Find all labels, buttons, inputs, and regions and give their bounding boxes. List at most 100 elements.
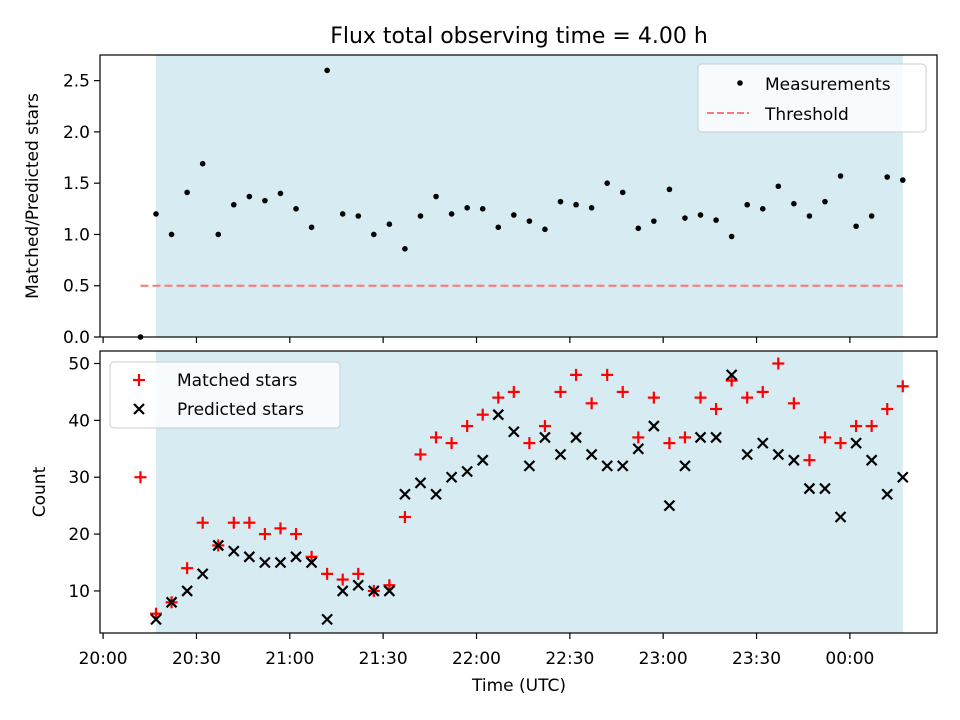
matched-star-point <box>274 522 287 535</box>
matched-star-point <box>694 391 707 404</box>
matched-star-point <box>383 579 396 592</box>
legend-predicted-label: Predicted stars <box>177 400 304 420</box>
bottom-legend-box <box>109 361 341 429</box>
x-tick-label: 21:30 <box>359 649 408 669</box>
predicted-star-point <box>725 369 738 381</box>
measurement-point <box>759 206 766 212</box>
bottom-y-tick-label: 40 <box>68 411 90 431</box>
predicted-star-point <box>648 420 660 432</box>
measurement-point <box>713 217 719 223</box>
predicted-star-point <box>150 613 162 626</box>
matched-star-point <box>632 431 645 444</box>
measurement-point <box>355 213 362 219</box>
top-y-tick-label: 2.5 <box>63 72 90 92</box>
predicted-star-point <box>336 585 349 597</box>
predicted-star-point <box>585 448 598 461</box>
measurement-point <box>573 201 579 208</box>
measurement-point <box>837 173 844 179</box>
predicted-star-point <box>756 437 769 449</box>
top-y-tick-label: 1.0 <box>63 225 90 245</box>
predicted-star-point <box>492 408 505 421</box>
matched-star-point <box>196 516 209 529</box>
figure-title: Flux total observing time = 4.00 h <box>330 24 708 49</box>
matched-star-point <box>818 431 831 444</box>
matched-star-point <box>850 420 863 433</box>
predicted-star-point <box>461 465 473 478</box>
matched-star-point <box>461 420 474 433</box>
predicted-star-point <box>834 511 847 523</box>
measurement-point <box>277 190 284 197</box>
measurement-point <box>168 231 175 238</box>
matched-star-point <box>616 385 629 398</box>
measurement-point <box>371 231 377 238</box>
legend-matched-label: Matched stars <box>177 371 297 391</box>
measurement-point <box>293 206 299 212</box>
matched-star-point <box>134 471 147 484</box>
top-y-tick-label: 0.0 <box>63 328 90 348</box>
x-tick-label: 00:00 <box>825 649 874 669</box>
predicted-star-point <box>741 448 753 461</box>
measurement-point <box>604 180 610 186</box>
bottom-y-axis-label: Count <box>30 466 50 517</box>
matched-star-point <box>554 385 567 398</box>
predicted-star-point <box>570 431 582 444</box>
predicted-star-point <box>399 488 411 501</box>
bottom-y-tick-label: 10 <box>68 582 90 602</box>
matched-star-point <box>150 607 163 620</box>
matched-star-point <box>352 567 365 580</box>
measurement-point <box>184 189 190 196</box>
predicted-star-point <box>321 613 333 626</box>
measurement-point <box>806 213 813 219</box>
measurement-point <box>697 212 704 218</box>
predicted-star-point <box>694 431 707 444</box>
measurement-point <box>635 225 642 232</box>
matched-star-point <box>430 431 443 444</box>
predicted-star-point <box>476 454 489 466</box>
x-tick-label: 22:00 <box>452 649 501 669</box>
measurement-point <box>479 206 486 212</box>
x-tick-label: 21:00 <box>265 649 314 669</box>
predicted-star-point <box>383 585 396 597</box>
matched-star-point <box>290 528 303 541</box>
predicted-star-point <box>601 460 613 472</box>
top-y-axis-label: Matched/Predicted stars <box>23 93 43 299</box>
measurement-point <box>682 215 688 221</box>
bottom-y-tick-label: 30 <box>68 468 90 488</box>
predicted-star-point <box>352 579 365 592</box>
predicted-star-point <box>368 585 380 597</box>
measurement-point <box>744 201 750 208</box>
measurement-point <box>495 224 502 231</box>
legend-predicted-marker <box>133 403 145 415</box>
predicted-star-point <box>165 596 178 609</box>
bottom-y-tick-label: 50 <box>68 355 90 375</box>
matched-star-point <box>803 454 816 467</box>
measurement-point <box>386 221 393 227</box>
x-tick-label: 20:00 <box>79 649 128 669</box>
matched-star-point <box>741 391 754 404</box>
legend-matched-marker <box>133 374 145 386</box>
predicted-star-point <box>523 460 536 472</box>
predicted-star-point <box>274 556 287 569</box>
x-tick-label: 23:30 <box>732 649 781 669</box>
matched-star-point <box>678 431 691 444</box>
matched-star-point <box>725 374 738 387</box>
top-y-tick-label: 1.5 <box>63 174 90 194</box>
predicted-star-point <box>228 545 240 557</box>
top-y-tick-label: 0.5 <box>63 277 90 297</box>
measurement-point <box>868 213 875 219</box>
measurement-point <box>262 197 268 204</box>
bottom-y-tick-label: 20 <box>68 525 90 545</box>
predicted-star-point <box>259 556 271 569</box>
measurement-point <box>542 226 548 233</box>
predicted-star-point <box>181 585 193 597</box>
matched-star-point <box>865 420 878 433</box>
predicted-star-point <box>819 482 831 495</box>
predicted-star-point <box>196 568 209 580</box>
predicted-star-point <box>663 499 676 512</box>
measurement-point <box>588 204 595 211</box>
matched-star-point <box>647 391 660 404</box>
predicted-star-point <box>710 431 722 444</box>
x-tick-label: 20:30 <box>172 649 221 669</box>
matched-star-point <box>445 437 458 450</box>
